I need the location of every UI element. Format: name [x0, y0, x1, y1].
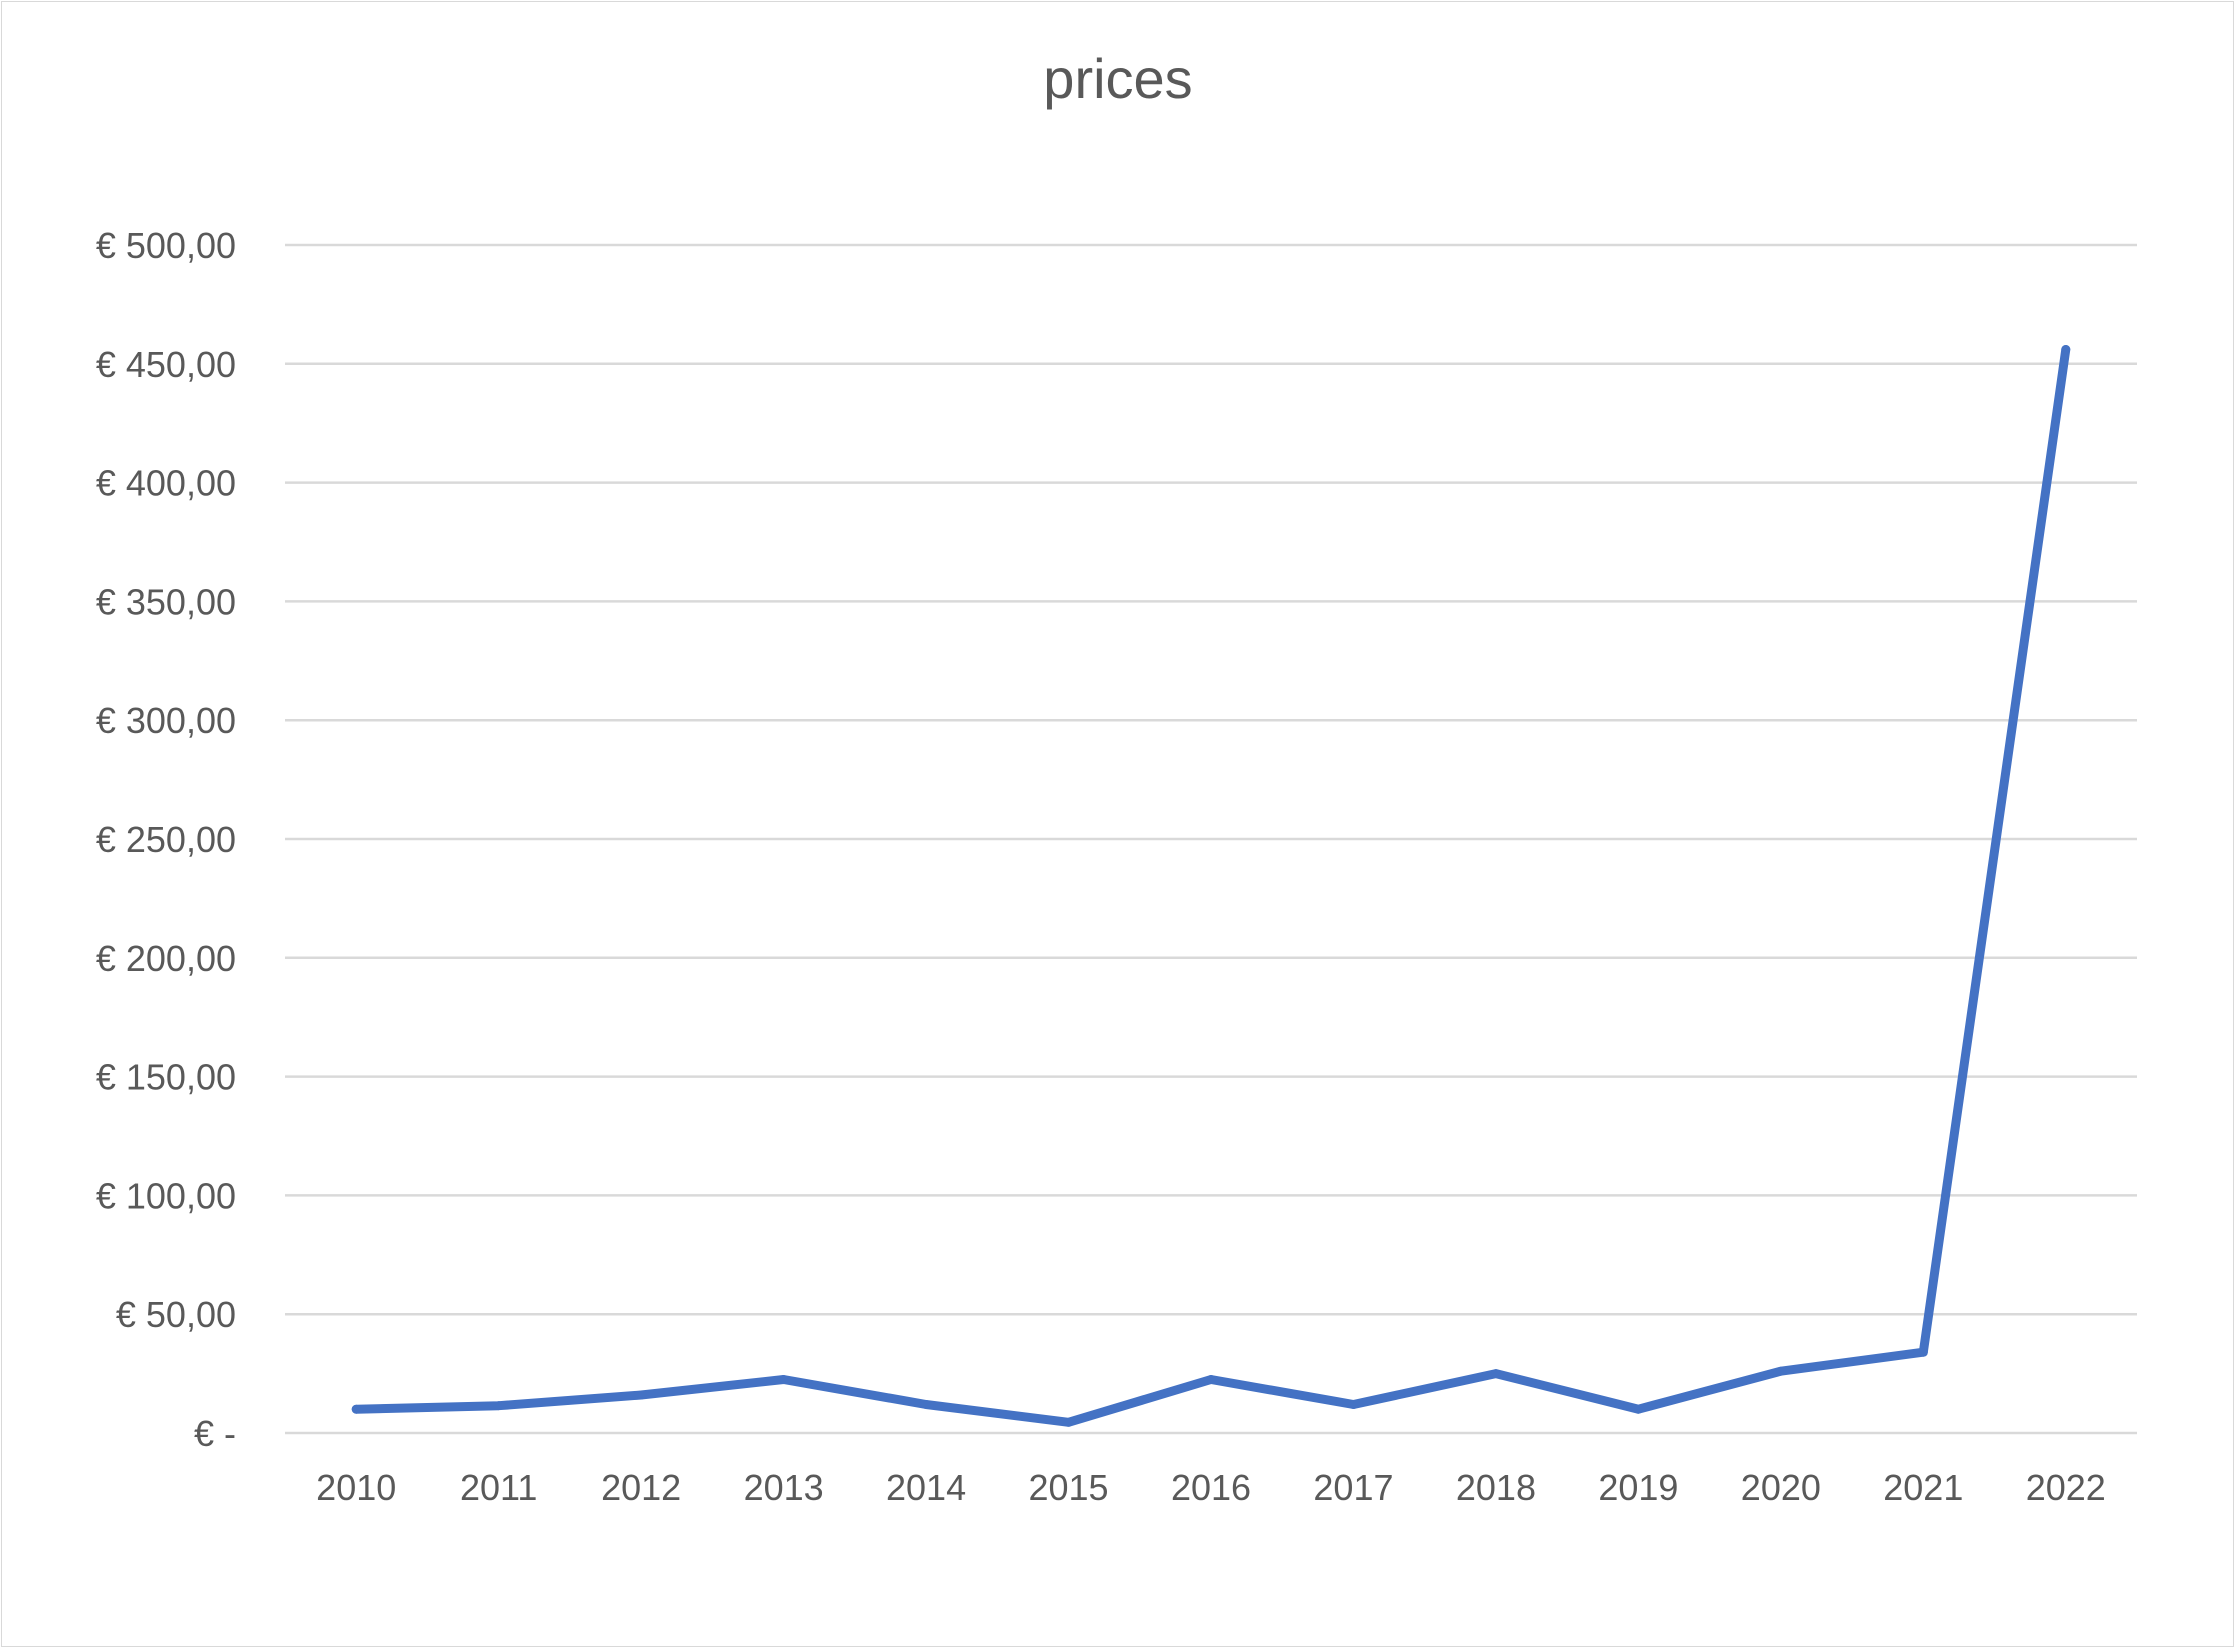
data-point [1633, 1404, 1643, 1414]
gridlines [285, 243, 2137, 1435]
x-tick-label: 2014 [886, 1467, 966, 1508]
x-tick-label: 2022 [2026, 1467, 2106, 1508]
x-tick-label: 2017 [1313, 1467, 1393, 1508]
y-tick-label: € 150,00 [96, 1057, 236, 1098]
data-point [2061, 345, 2071, 355]
y-tick-label: € 200,00 [96, 938, 236, 979]
x-tick-label: 2015 [1028, 1467, 1108, 1508]
x-tick-label: 2016 [1171, 1467, 1251, 1508]
y-tick-label: € 350,00 [96, 581, 236, 622]
series-layer [351, 345, 2071, 1427]
x-tick-label: 2010 [316, 1467, 396, 1508]
x-tick-label: 2011 [460, 1467, 537, 1508]
data-point [1206, 1375, 1216, 1385]
data-point [779, 1375, 789, 1385]
y-tick-label: € 400,00 [96, 463, 236, 504]
chart-title: prices [1043, 47, 1192, 110]
y-tick-label: € 300,00 [96, 700, 236, 741]
x-tick-label: 2020 [1741, 1467, 1821, 1508]
y-tick-label: € - [194, 1413, 236, 1454]
x-tick-label: 2013 [744, 1467, 824, 1508]
y-tick-label: € 100,00 [96, 1175, 236, 1216]
data-point [351, 1404, 361, 1414]
data-point [1348, 1399, 1358, 1409]
y-tick-label: € 250,00 [96, 819, 236, 860]
y-tick-label: € 450,00 [96, 344, 236, 385]
y-tick-label: € 50,00 [116, 1294, 236, 1335]
x-tick-label: 2012 [601, 1467, 681, 1508]
x-axis-ticks: 2010 2011 2012 2013 2014 2015 2016 2017 2018 2019… [316, 1467, 2106, 1508]
y-tick-label: € 500,00 [96, 225, 236, 266]
data-point [494, 1401, 504, 1411]
data-point [921, 1399, 931, 1409]
data-point [1918, 1347, 1928, 1357]
x-tick-label: 2021 [1883, 1467, 1963, 1508]
data-point [636, 1390, 646, 1400]
data-point [1491, 1369, 1501, 1379]
y-axis-ticks: € - € 50,00 € 100,00 € 150,00 € 200,00 € 250,… [96, 225, 236, 1454]
x-tick-label: 2018 [1456, 1467, 1536, 1508]
series-line [351, 345, 2071, 1427]
x-tick-label: 2019 [1598, 1467, 1678, 1508]
data-point [1776, 1366, 1786, 1376]
data-point [1064, 1417, 1074, 1427]
